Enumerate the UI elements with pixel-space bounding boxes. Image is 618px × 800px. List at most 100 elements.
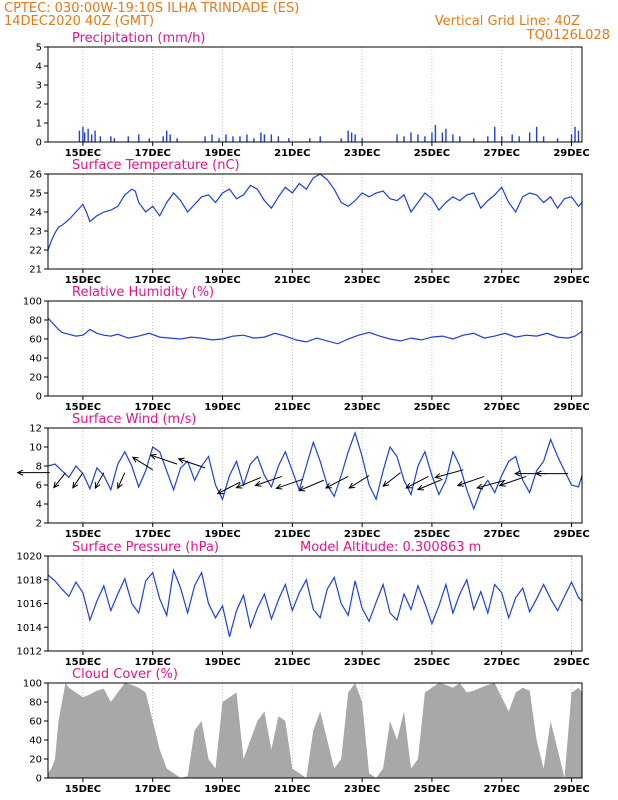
wind-vector-head (275, 483, 283, 490)
wind-vector-head (513, 470, 521, 477)
precip-ytick-label: 2 (36, 100, 42, 111)
wind-vector-head (254, 480, 262, 487)
wind-vector (276, 478, 303, 489)
cloud-xtick-label: 25DEC (414, 784, 450, 795)
precip-panel: Precipitation (mm/h) 0 1 2 3 4 5 15DEC 17DEC 19DE… (36, 31, 590, 159)
precip-bar (169, 134, 171, 142)
temp-xtick-label: 25DEC (414, 275, 450, 286)
rh-frame (47, 300, 583, 397)
temp-series-line (47, 173, 583, 251)
rh-ytick-label: 0 (36, 392, 42, 403)
precip-bar (270, 134, 273, 142)
wind-vector-head (216, 488, 224, 495)
wind-vector-head (434, 473, 442, 480)
wind-vector-head (534, 470, 542, 477)
cloud-frame (47, 682, 583, 779)
cloud-panel: Cloud Cover (%) 0 20 40 60 80 100 15DEC 17DEC 19D… (23, 667, 590, 795)
rh-series-line (47, 317, 583, 345)
wind-vector (417, 478, 443, 491)
precip-bar (253, 138, 255, 142)
precip-bar (218, 138, 220, 142)
precip-xtick-label: 19DEC (204, 148, 240, 159)
precip-bar (424, 136, 426, 142)
precip-bar (511, 134, 513, 142)
precip-bar (94, 130, 96, 142)
wind-vector (299, 479, 324, 492)
precip-bar (501, 136, 503, 142)
temp-title: Surface Temperature (nC) (72, 158, 240, 173)
rh-title: Relative Humidity (%) (72, 285, 214, 300)
wind-vector-head (324, 482, 332, 489)
precip-bar (556, 138, 559, 142)
wind-xtick-label: 23DEC (344, 529, 380, 540)
wind-vector (477, 479, 506, 489)
press-xtick-label: 29DEC (553, 657, 589, 668)
cloud-ytick-label: 20 (29, 755, 42, 766)
temp-xtick-label: 27DEC (484, 275, 520, 286)
precip-bar (82, 126, 84, 142)
cloud-ytick-label: 80 (29, 698, 42, 709)
precip-bar (138, 134, 140, 142)
precip-bar (574, 126, 576, 142)
precip-bar (396, 134, 398, 142)
precip-bar (417, 134, 419, 142)
temp-panel: Surface Temperature (nC) 21 22 23 24 25 26 15DE… (29, 158, 589, 286)
precip-bar (246, 134, 248, 142)
precip-bar (452, 134, 454, 142)
cloud-area (48, 683, 582, 778)
wind-xtick-label: 17DEC (135, 529, 171, 540)
wind-vector (217, 481, 241, 495)
press-ytick-label: 1016 (17, 599, 42, 610)
wind-xtick-label: 15DEC (65, 529, 101, 540)
temp-frame (47, 173, 583, 270)
wind-vector (53, 472, 66, 488)
rh-xtick-label: 29DEC (553, 402, 589, 413)
press-ytick-label: 1012 (17, 647, 42, 658)
precip-bar (459, 136, 461, 142)
precip-ytick-label: 1 (36, 119, 42, 130)
wind-vector (150, 454, 178, 465)
precip-bar (570, 134, 573, 142)
temp-xtick-label: 21DEC (274, 275, 310, 286)
precip-xtick-label: 23DEC (344, 148, 380, 159)
precip-bar (225, 134, 227, 142)
precip-bar (260, 132, 262, 142)
wind-vector (405, 476, 429, 489)
precip-xtick-label: 17DEC (135, 148, 171, 159)
cloud-xtick-label: 27DEC (484, 784, 520, 795)
precip-frame (47, 46, 583, 143)
rh-ytick-label: 100 (23, 297, 42, 308)
precip-bar (176, 138, 178, 142)
rh-ytick-label: 80 (29, 316, 42, 327)
wind-vector-head (382, 480, 390, 487)
press-xtick-label: 21DEC (274, 657, 310, 668)
rh-panel: Relative Humidity (%) 0 20 40 60 80 100 15DEC 17… (23, 285, 590, 413)
wind-vector-head (16, 469, 24, 476)
temp-ytick-label: 24 (29, 208, 42, 219)
precip-bar (263, 134, 266, 142)
wind-vector-head (131, 456, 139, 463)
precip-bar (204, 136, 206, 142)
precip-bar (518, 136, 520, 142)
precip-bar (309, 138, 311, 142)
precip-bar (410, 132, 412, 142)
wind-vector-head (498, 480, 506, 487)
press-xtick-label: 25DEC (414, 657, 450, 668)
rh-ytick-label: 40 (29, 354, 42, 365)
precip-xtick-label: 21DEC (274, 148, 310, 159)
precip-bar (354, 134, 356, 142)
cloud-xtick-label: 15DEC (65, 784, 101, 795)
rh-xtick-label: 23DEC (344, 402, 380, 413)
header-date: 14DEC2020 40Z (GMT) (4, 14, 154, 29)
press-xtick-label: 19DEC (204, 657, 240, 668)
wind-vector (236, 476, 262, 489)
press-panel: Surface Pressure (hPa) Model Altitude: 0.… (17, 540, 590, 668)
rh-xtick-label: 27DEC (484, 402, 520, 413)
wind-vector (255, 475, 283, 486)
precip-ytick-label: 0 (36, 138, 42, 149)
wind-vector-head (405, 482, 413, 489)
header-location: CPTEC: 030:00W-19:10S ILHA TRINDADE (ES) (4, 1, 299, 16)
precip-bar (494, 126, 496, 142)
